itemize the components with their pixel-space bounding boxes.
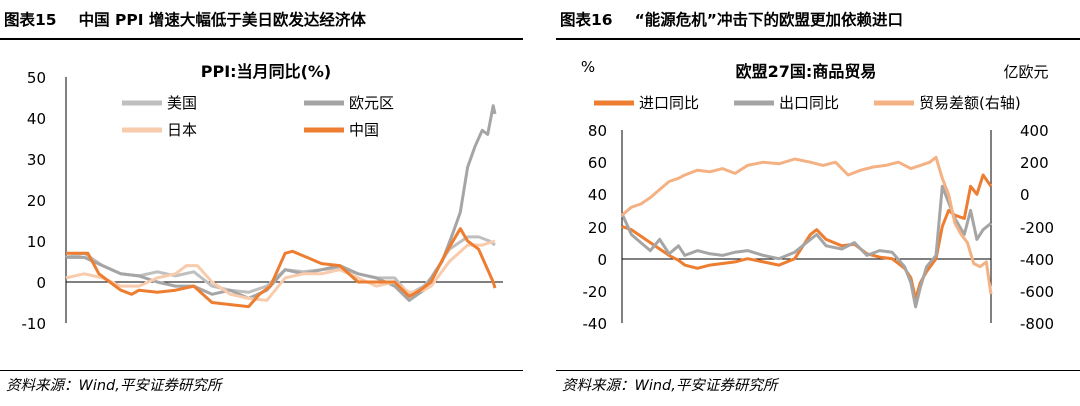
series-line-1: [620, 184, 992, 309]
plot-area: 80 60 40 20 0 -20 -40 400 200 0 -200 -40…: [581, 58, 1054, 330]
legend-item-japan: 日本: [122, 121, 197, 139]
chart-title: 欧盟27国:商品贸易: [736, 62, 877, 81]
figure-title: 中国 PPI 增速大幅低于美日欧发达经济体: [78, 11, 366, 29]
figure-header: 图表15 中国 PPI 增速大幅低于美日欧发达经济体: [0, 6, 523, 34]
y-tick-label: 0: [597, 251, 607, 269]
top-rule: [556, 38, 1080, 40]
legend-item-import: 进口同比: [594, 94, 699, 112]
top-rule: [0, 38, 523, 40]
source-note: 资料来源：Wind,平安证券研究所: [562, 378, 778, 394]
series-line-0: [621, 173, 993, 301]
ppi-chart: 50 40 30 20 10 0 -10 11 12 13 14 15 16 1…: [22, 62, 503, 330]
series-group: [65, 104, 497, 309]
figure-title: “能源危机”冲击下的欧盟更加依赖进口: [634, 11, 903, 29]
series-line-2: [65, 239, 496, 302]
y2-tick-label: 400: [1020, 122, 1049, 140]
legend-label: 贸易差额(右轴): [919, 94, 1021, 112]
y-tick-label: -20: [583, 283, 608, 301]
y-ticks-left: 80 60 40 20 0 -20 -40: [583, 122, 608, 330]
y-tick-label: 20: [27, 192, 46, 210]
y-tick-label: 0: [36, 274, 46, 292]
y2-tick-label: -400: [1020, 251, 1054, 269]
legend-label: 日本: [167, 121, 197, 139]
chart-panel-ppi: 图表15 中国 PPI 增速大幅低于美日欧发达经济体 50 40 30 20 10…: [0, 0, 523, 406]
figure-label: 图表16: [560, 11, 613, 29]
y-tick-label: 10: [27, 233, 46, 251]
y2-tick-label: -600: [1020, 283, 1054, 301]
chart-panel-eu-trade: 图表16 “能源危机”冲击下的欧盟更加依赖进口 80 60 40 20 0 -20…: [556, 0, 1080, 406]
bottom-rule: [0, 370, 523, 371]
legend: 进口同比 出口同比 贸易差额(右轴): [594, 94, 1021, 112]
legend-item-us: 美国: [122, 94, 197, 112]
series-line-1: [66, 104, 497, 302]
legend-label: 欧元区: [349, 94, 394, 112]
y-ticks: 50 40 30 20 10 0 -10: [22, 69, 47, 330]
legend-label: 中国: [349, 121, 379, 139]
y-ticks-right: 400 200 0 -200 -400 -600 -800: [1020, 122, 1054, 330]
legend-label: 出口同比: [779, 94, 839, 112]
series-line-2: [621, 155, 993, 295]
y-tick-label: 40: [588, 186, 607, 204]
y-tick-label: 40: [27, 110, 46, 128]
legend-label: 美国: [167, 94, 197, 112]
plot-area: 50 40 30 20 10 0 -10 11 12 13 14 15 16 1…: [22, 62, 503, 330]
series-line-3: [66, 227, 497, 309]
y2-tick-label: 200: [1020, 154, 1049, 172]
y-tick-label: 80: [588, 122, 607, 140]
y-tick-label: -10: [22, 315, 47, 330]
bottom-rule: [556, 370, 1080, 371]
y-tick-label: 20: [588, 219, 607, 237]
legend-item-china: 中国: [304, 121, 379, 139]
legend: 美国 欧元区 日本 中国: [122, 94, 394, 139]
y2-tick-label: -200: [1020, 219, 1054, 237]
legend-item-export: 出口同比: [734, 94, 839, 112]
figure-label: 图表15: [4, 11, 57, 29]
y-tick-label: 30: [27, 151, 46, 169]
y-tick-label: 60: [588, 154, 607, 172]
y-tick-label: -40: [583, 315, 608, 330]
figure-header: 图表16 “能源危机”冲击下的欧盟更加依赖进口: [556, 6, 1080, 34]
y2-tick-label: -800: [1020, 315, 1054, 330]
series-group: [620, 155, 993, 309]
eu-trade-chart: 80 60 40 20 0 -20 -40 400 200 0 -200 -40…: [581, 58, 1054, 330]
y2-axis-unit: 亿欧元: [1003, 63, 1048, 81]
source-note: 资料来源：Wind,平安证券研究所: [6, 378, 222, 394]
y-axis-unit: %: [581, 58, 595, 76]
chart-title: PPI:当月同比(%): [201, 62, 331, 81]
legend-item-eurozone: 欧元区: [304, 94, 394, 112]
legend-item-trade-balance: 贸易差额(右轴): [874, 94, 1021, 112]
y2-tick-label: 0: [1020, 186, 1030, 204]
legend-label: 进口同比: [639, 94, 699, 112]
y-tick-label: 50: [27, 69, 46, 87]
